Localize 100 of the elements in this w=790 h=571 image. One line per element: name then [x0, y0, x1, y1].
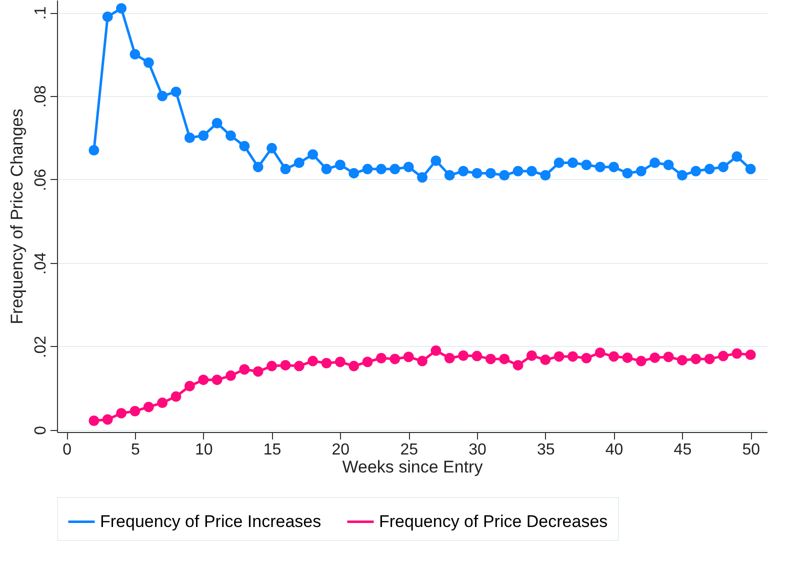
point	[526, 350, 537, 361]
point	[512, 166, 524, 176]
point	[690, 354, 702, 364]
point	[704, 354, 715, 364]
point	[198, 130, 209, 141]
x-tick-label: 45	[674, 442, 692, 458]
point	[239, 364, 250, 375]
point	[732, 348, 742, 359]
point	[280, 164, 291, 174]
point	[225, 370, 236, 381]
point	[568, 351, 578, 362]
point	[334, 356, 346, 368]
point	[130, 49, 140, 60]
point	[663, 160, 674, 170]
point	[554, 351, 564, 362]
point	[102, 414, 113, 425]
x-tick-label: 40	[605, 442, 624, 458]
point	[88, 415, 100, 426]
point	[170, 86, 182, 98]
point	[745, 350, 756, 360]
point	[650, 158, 660, 168]
point	[608, 351, 620, 362]
x-axis-title: Weeks since Entry	[342, 458, 484, 476]
point	[170, 391, 182, 402]
point	[704, 164, 715, 174]
y-tick-label: .06	[32, 168, 50, 192]
point	[252, 366, 264, 377]
point	[417, 356, 428, 366]
point	[130, 406, 140, 416]
point	[458, 166, 469, 176]
x-tick-label: 25	[400, 442, 418, 458]
y-tick-label: .04	[32, 252, 50, 275]
point	[116, 3, 127, 14]
point	[690, 166, 702, 176]
point	[444, 170, 455, 181]
x-tick-label: 30	[468, 442, 486, 458]
point	[390, 164, 400, 174]
point	[485, 354, 496, 364]
point	[608, 162, 620, 172]
point	[444, 352, 455, 364]
x-tick-label: 20	[332, 442, 350, 458]
point	[581, 160, 592, 170]
point	[212, 374, 222, 386]
point	[745, 164, 756, 174]
point	[294, 360, 304, 372]
point	[390, 354, 400, 364]
point	[403, 162, 414, 172]
point	[376, 164, 386, 174]
point	[143, 402, 154, 412]
point	[663, 352, 674, 362]
point	[308, 356, 318, 366]
point	[526, 166, 537, 176]
legend-label: Frequency of Price Increases	[100, 512, 322, 531]
point	[212, 118, 222, 128]
point	[143, 57, 154, 68]
x-tick-label: 35	[536, 442, 555, 458]
point	[403, 352, 414, 362]
point	[321, 164, 332, 174]
point	[472, 168, 482, 178]
point	[430, 155, 442, 166]
point	[362, 356, 373, 368]
point	[348, 360, 360, 372]
point	[676, 170, 688, 181]
point	[458, 350, 469, 361]
point	[499, 170, 510, 181]
point	[636, 356, 646, 366]
point	[294, 158, 304, 168]
point	[718, 350, 728, 362]
point	[594, 162, 606, 172]
point	[499, 354, 510, 364]
x-tick-label: 0	[62, 442, 72, 458]
point	[157, 90, 168, 102]
x-tick-label: 5	[131, 442, 140, 458]
point	[554, 158, 564, 168]
point	[732, 151, 742, 162]
point	[485, 168, 496, 178]
point	[568, 158, 578, 168]
point	[266, 142, 278, 154]
y-tick-label: .1	[32, 6, 50, 20]
point	[184, 132, 195, 143]
point	[362, 164, 373, 174]
point	[266, 360, 278, 372]
point	[334, 160, 346, 170]
point	[184, 380, 195, 392]
point	[650, 352, 660, 363]
point	[430, 345, 442, 356]
point	[88, 145, 100, 156]
point	[157, 398, 168, 408]
point	[376, 352, 386, 364]
x-tick-label: 15	[263, 442, 282, 458]
point	[252, 162, 264, 172]
point	[594, 347, 606, 358]
point	[239, 140, 250, 152]
point	[116, 408, 127, 418]
point	[225, 130, 236, 141]
point	[622, 168, 633, 178]
point	[321, 358, 332, 368]
point	[198, 374, 209, 386]
point	[308, 149, 318, 160]
point	[581, 352, 592, 364]
